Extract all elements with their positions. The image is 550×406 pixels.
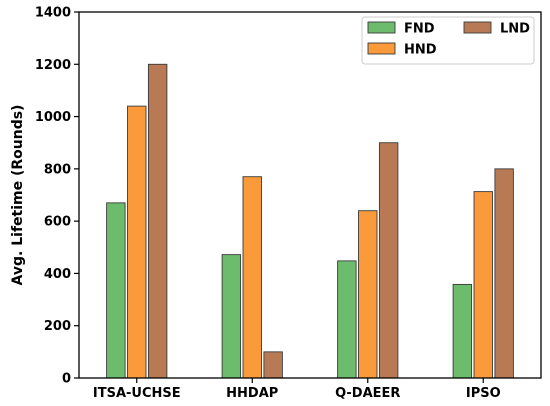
- y-tick-label: 400: [44, 267, 71, 282]
- x-tick-label: Q-DAEER: [335, 386, 400, 401]
- x-tick-label: ITSA-UCHSE: [93, 386, 181, 401]
- legend-label-fnd: FND: [404, 22, 435, 37]
- x-axis: ITSA-UCHSE HHDAP Q-DAEER IPSO: [93, 378, 501, 401]
- legend-label-hnd: HND: [404, 43, 437, 58]
- bar-hnd-hhdap: [242, 176, 262, 379]
- legend-label-lnd: LND: [500, 22, 530, 37]
- bar-lnd-q-daeer: [378, 142, 399, 379]
- bar-fnd-ipso: [452, 283, 473, 379]
- bar-hnd-q-daeer: [358, 210, 378, 379]
- y-tick-label: 1200: [35, 58, 71, 73]
- bar-hnd-ipso: [473, 191, 493, 379]
- y-tick-label: 1400: [35, 6, 71, 21]
- bar-hnd-itsa-uchse: [127, 105, 147, 379]
- bar-fnd-hhdap: [221, 254, 242, 379]
- y-tick-label: 800: [44, 162, 71, 177]
- bar-lnd-hhdap: [263, 351, 283, 379]
- y-tick-label: 600: [44, 215, 71, 230]
- y-axis-label: Avg. Lifetime (Rounds): [10, 105, 26, 286]
- bars-layer: [106, 63, 514, 379]
- legend-swatch-lnd: [463, 21, 492, 34]
- y-tick-label: 200: [44, 319, 71, 334]
- plot-frame: [78, 11, 542, 379]
- x-tick-label: HHDAP: [226, 386, 278, 401]
- legend-swatch-fnd: [367, 21, 396, 34]
- y-axis: 0 200 400 600 800 1000 1200 1400: [35, 6, 79, 387]
- y-tick-label: 0: [62, 372, 71, 387]
- bar-lnd-ipso: [494, 168, 514, 379]
- bar-fnd-itsa-uchse: [106, 202, 126, 379]
- bar-lnd-itsa-uchse: [147, 63, 168, 379]
- x-tick-label: IPSO: [466, 386, 501, 401]
- y-tick-label: 1000: [35, 110, 71, 125]
- legend-swatch-hnd: [367, 42, 396, 55]
- legend: FND HND LND: [361, 16, 535, 65]
- bar-fnd-q-daeer: [337, 260, 357, 379]
